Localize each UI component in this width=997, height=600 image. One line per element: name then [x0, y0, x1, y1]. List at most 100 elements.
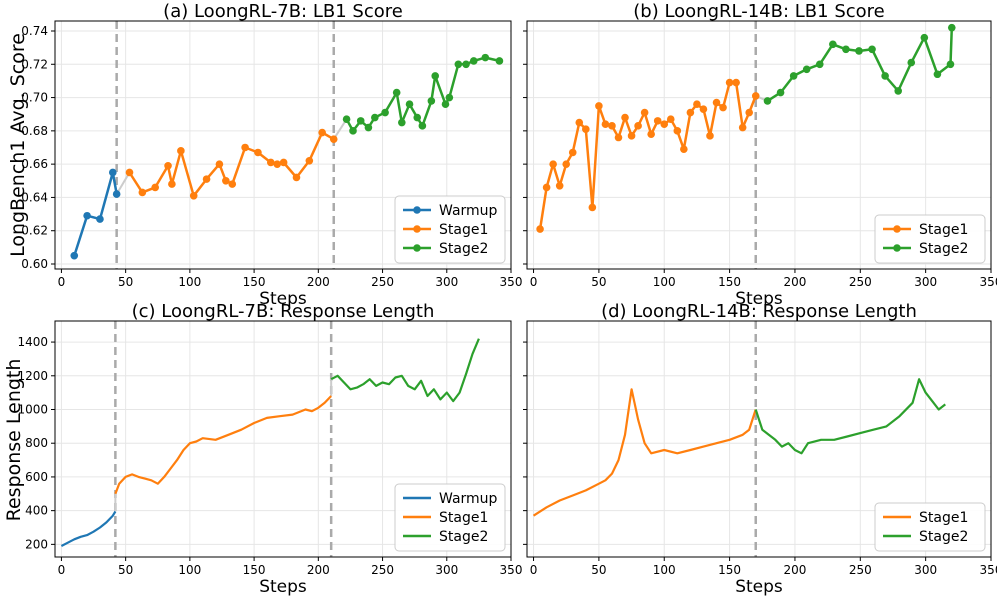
series-line-stage2 — [754, 378, 946, 455]
data-point-stage2 — [763, 97, 772, 105]
data-point-stage1 — [555, 181, 564, 190]
shared-y-label-top: LongBench1 Avg. Score — [7, 33, 29, 257]
chart-title: (a) LoongRL-7B: LB1 Score — [163, 1, 403, 22]
data-point-warmup — [83, 211, 91, 220]
data-point-stage1 — [745, 108, 753, 117]
chart-panel-4: 0 50 100 150 200 250 300 350 (d) LoongRL-14B: Re… — [523, 301, 997, 597]
data-point-stage1 — [279, 158, 288, 167]
data-point-stage2 — [947, 23, 956, 32]
data-point-stage1 — [621, 113, 629, 122]
data-point-stage1 — [634, 122, 642, 130]
data-point-stage1 — [595, 102, 603, 110]
data-point-stage2 — [776, 88, 785, 97]
data-point-warmup — [109, 168, 117, 177]
y-tick-label: 400 — [25, 504, 48, 518]
x-tick-label: 250 — [371, 563, 394, 577]
legend-marker-stage2 — [413, 244, 421, 252]
data-point-stage2 — [946, 60, 955, 69]
legend-box — [394, 195, 506, 264]
data-point-stage1 — [699, 105, 708, 114]
x-tick-label: 300 — [914, 275, 937, 289]
plot-frame — [54, 20, 512, 270]
y-tick-label: 0.62 — [21, 224, 48, 238]
data-point-stage1 — [215, 160, 224, 168]
data-point-stage1 — [627, 132, 636, 140]
x-tick-label: 0 — [530, 563, 538, 577]
data-point-stage1 — [608, 122, 616, 130]
data-point-stage1 — [725, 78, 734, 87]
legend-label-stage2: Stage2 — [919, 529, 968, 545]
x-tick-label: 150 — [243, 563, 266, 577]
data-point-stage2 — [413, 113, 422, 122]
legend-box — [874, 502, 986, 552]
y-tick-label: 600 — [25, 470, 48, 484]
data-point-stage1 — [318, 128, 326, 137]
plot-frame — [526, 20, 992, 270]
x-tick-label: 200 — [783, 563, 806, 577]
data-point-stage2 — [907, 58, 916, 67]
legend-label-stage1: Stage1 — [439, 510, 488, 526]
data-point-stage2 — [469, 57, 478, 65]
data-point-stage2 — [371, 113, 379, 122]
data-point-warmup — [112, 190, 121, 198]
data-point-stage1 — [601, 120, 610, 128]
chart-title: (b) LoongRL-14B: LB1 Score — [633, 1, 884, 22]
x-tick-label: 200 — [783, 275, 806, 289]
legend: Warmup Stage1 Stage2 — [394, 195, 506, 264]
y-tick-label: 0.64 — [21, 190, 48, 204]
y-tick-label: 0.70 — [21, 91, 48, 105]
x-tick-label: 0 — [530, 275, 538, 289]
x-tick-label: 250 — [849, 275, 872, 289]
data-point-stage1 — [614, 133, 623, 142]
legend-box — [874, 214, 986, 264]
data-point-stage1 — [189, 191, 198, 200]
series-line-stage2 — [766, 27, 954, 102]
data-point-stage1 — [164, 162, 172, 170]
data-point-stage2 — [855, 47, 863, 55]
data-point-stage2 — [815, 60, 824, 69]
x-tick-label: 50 — [118, 275, 133, 289]
data-point-stage1 — [751, 92, 760, 100]
data-point-stage2 — [829, 40, 837, 49]
data-point-stage1 — [647, 130, 655, 138]
data-point-stage2 — [802, 65, 811, 74]
x-tick-label: 100 — [178, 563, 201, 577]
legend: Warmup Stage1 Stage2 — [394, 483, 506, 552]
data-point-stage2 — [342, 115, 351, 124]
data-point-warmup — [70, 251, 79, 260]
data-point-stage1 — [640, 108, 649, 117]
stage-transition-connector — [332, 118, 348, 140]
y-tick-label: 0.66 — [21, 157, 48, 171]
chart-panel-3: 0 50 100 150 200 250 300 350 200 400 600 800 1000 120… — [17, 301, 522, 597]
x-tick-label: 0 — [58, 563, 66, 577]
y-tick-label: 1000 — [17, 403, 48, 417]
y-tick-label: 0.74 — [21, 24, 48, 38]
data-point-stage1 — [738, 123, 747, 132]
plot-frame — [526, 320, 992, 558]
data-point-stage1 — [666, 115, 675, 124]
series-line-stage2 — [345, 56, 500, 133]
legend-marker-stage1 — [893, 225, 901, 233]
data-point-stage1 — [582, 125, 590, 133]
chart-panel-1: 0 50 100 150 200 250 300 350 0.60 0.62 0.64 0.66 0.6… — [21, 1, 522, 309]
data-point-stage1 — [732, 78, 740, 87]
data-point-stage1 — [562, 160, 571, 168]
data-point-stage1 — [719, 103, 727, 112]
y-tick-label: 0.60 — [21, 257, 48, 271]
data-point-stage2 — [454, 60, 463, 69]
series-line-stage1 — [538, 81, 757, 230]
data-point-stage1 — [712, 98, 721, 107]
data-point-stage2 — [881, 72, 889, 80]
shared-y-label-bottom: Response Length — [3, 359, 25, 522]
data-point-stage1 — [241, 143, 249, 152]
data-point-stage1 — [305, 157, 314, 165]
legend-marker-stage1 — [413, 225, 421, 233]
data-point-stage2 — [789, 72, 798, 80]
data-point-stage1 — [588, 203, 597, 212]
data-point-stage1 — [125, 168, 134, 177]
data-point-stage2 — [364, 123, 373, 132]
x-tick-label: 150 — [243, 275, 266, 289]
legend-label-stage1: Stage1 — [439, 222, 488, 238]
data-point-stage1 — [680, 145, 688, 153]
data-point-stage2 — [842, 45, 850, 54]
